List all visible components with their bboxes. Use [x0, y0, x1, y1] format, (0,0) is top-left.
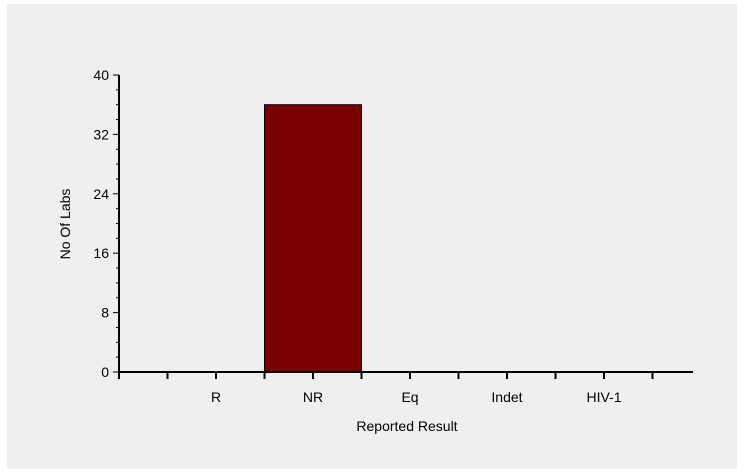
x-tick-label: Indet: [491, 389, 522, 405]
x-tick-label: R: [211, 389, 221, 405]
bar-nr: [264, 104, 362, 373]
y-tick-label: 24: [93, 186, 109, 202]
y-axis-label: No Of Labs: [57, 189, 73, 260]
y-tick-label: 40: [93, 67, 109, 83]
chart-panel: [7, 4, 737, 469]
y-tick-label: 16: [93, 245, 109, 261]
x-axis-label: Reported Result: [356, 418, 457, 434]
x-tick-label: Eq: [401, 389, 418, 405]
y-tick-label: 0: [101, 364, 109, 380]
y-tick-label: 8: [101, 305, 109, 321]
x-tick-label: HIV-1: [586, 389, 621, 405]
x-tick-label: NR: [303, 389, 323, 405]
y-tick-label: 32: [93, 126, 109, 142]
